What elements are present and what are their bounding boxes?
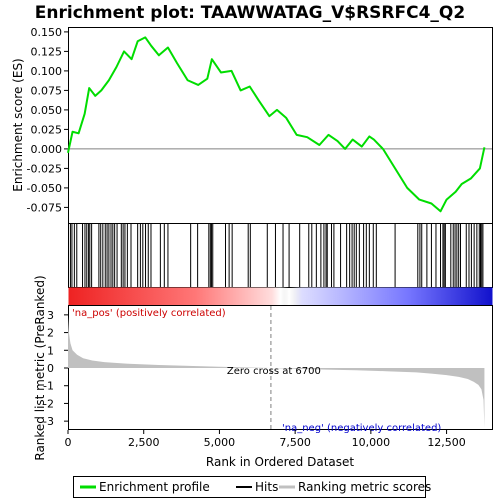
legend-metric-label: Ranking metric scores — [298, 480, 431, 494]
es-tick-label: 0.075 — [31, 84, 63, 97]
metric-y-axis-label: Ranked list metric (PreRanked) — [33, 275, 47, 460]
x-axis-label: Rank in Ordered Dataset — [206, 455, 354, 469]
metric-tick-label: 2 — [47, 327, 54, 340]
es-y-axis: 0.150 0.125 0.100 0.075 0.050 0.025 0.000 -0.02… — [27, 26, 68, 214]
metric-tick-label: 1 — [47, 344, 54, 357]
metric-tick-label: -1 — [43, 380, 54, 393]
chart-title: Enrichment plot: TAAWWATAG_V$RSRFC4_Q2 — [35, 3, 465, 23]
es-tick-label: 0.025 — [31, 123, 63, 136]
es-tick-label: -0.025 — [27, 162, 62, 175]
metric-tick-label: 3 — [47, 309, 54, 322]
rank-colorbar — [68, 287, 493, 306]
zero-cross-label: Zero cross at 6700 — [227, 366, 321, 377]
es-tick-label: -0.075 — [27, 201, 62, 214]
x-tick-label: 0 — [65, 436, 72, 449]
es-tick-label: 0.150 — [31, 26, 63, 39]
x-tick-label: 7,500 — [279, 436, 311, 449]
es-tick-label: -0.050 — [27, 182, 62, 195]
es-tick-label: 0.125 — [31, 45, 63, 58]
es-tick-label: 0.050 — [31, 104, 63, 117]
negative-correlation-label: 'na_neg' (negatively correlated) — [282, 423, 441, 434]
metric-tick-label: -3 — [43, 415, 54, 428]
legend: Enrichment profile Hits Ranking metric s… — [73, 476, 431, 498]
hits-panel-frame — [68, 223, 493, 288]
x-tick-label: 10,000 — [352, 436, 391, 449]
es-tick-label: 0.100 — [31, 65, 63, 78]
es-y-axis-label: Enrichment score (ES) — [11, 58, 25, 191]
x-axis: 0 2,500 5,000 7,500 10,000 12,500 — [65, 430, 466, 449]
metric-tick-label: 0 — [47, 362, 54, 375]
positive-correlation-label: 'na_pos' (positively correlated) — [72, 308, 226, 319]
metric-y-axis: 3 2 1 0 -1 -2 -3 — [43, 309, 68, 428]
metric-tick-label: -2 — [43, 397, 54, 410]
x-tick-label: 2,500 — [128, 436, 160, 449]
x-tick-label: 5,000 — [204, 436, 236, 449]
es-tick-label: 0.000 — [31, 143, 63, 156]
x-tick-label: 12,500 — [427, 436, 466, 449]
enrichment-profile-line — [67, 36, 486, 213]
legend-hits-label: Hits — [255, 480, 278, 494]
legend-es-label: Enrichment profile — [99, 480, 210, 494]
hits-markers — [69, 224, 484, 287]
